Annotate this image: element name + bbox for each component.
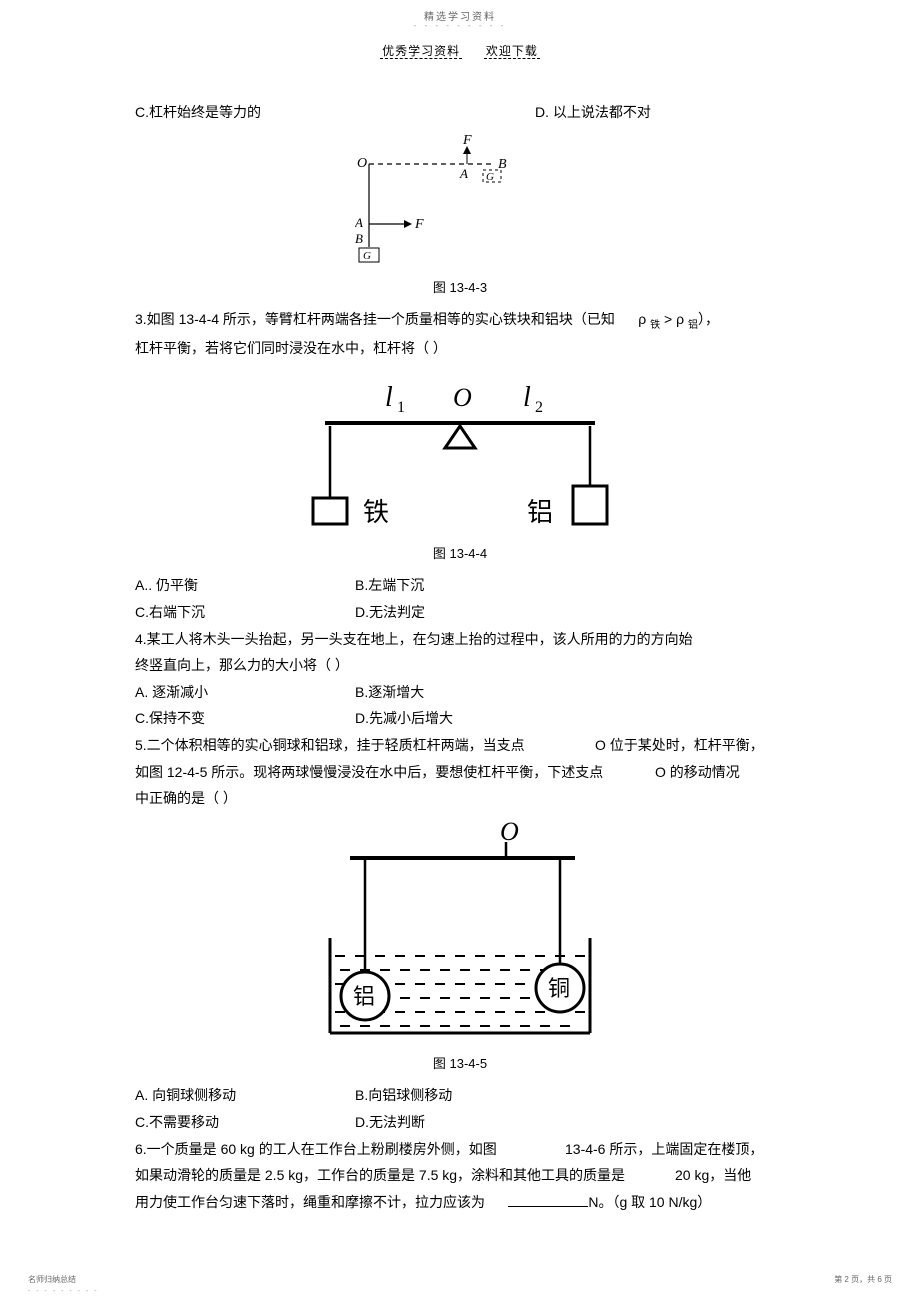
fig-13-4-4: l 1 O l 2 铁 铝 图 13-4-4 [135,368,785,567]
q4-option-d: D.先减小后增大 [355,705,575,732]
svg-text:铜: 铜 [548,976,570,1001]
q5-options-row1: A. 向铜球侧移动 B.向铝球侧移动 [135,1082,785,1109]
fig-13-4-4-caption: 图 13-4-4 [135,542,785,567]
q4-options-row1: A. 逐渐减小 B.逐渐增大 [135,679,785,706]
svg-text:铝: 铝 [353,984,375,1009]
svg-text:F: F [414,217,424,232]
fig-13-4-3-caption: 图 13-4-3 [135,276,785,301]
svg-text:B: B [498,157,507,172]
svg-text:铝: 铝 [527,497,553,527]
svg-text:G: G [363,250,371,262]
q4-option-b: B.逐渐增大 [355,679,575,706]
footer-dots: - - - - - - - - - [28,1288,99,1295]
q3-line2: 杠杆平衡，若将它们同时浸没在水中，杠杆将（ ） [135,335,785,362]
sub-header: 优秀学习资料 欢迎下载 [0,42,920,59]
q2-option-c: C.杠杆始终是等力的 [135,99,535,126]
q4-line1: 4.某工人将木头一头抬起，另一头支在地上，在匀速上抬的过程中，该人所用的力的方向… [135,626,785,653]
svg-text:F: F [462,133,472,148]
svg-text:O: O [357,156,367,171]
q6-line1: 6.一个质量是 60 kg 的工人在工作台上粉刷楼房外侧，如图 13-4-6 所… [135,1136,785,1163]
q3-options-row2: C.右端下沉 D.无法判定 [135,599,785,626]
q3-options-row1: A.. 仍平衡 B.左端下沉 [135,572,785,599]
svg-text:G: G [486,171,494,183]
svg-text:A: A [355,215,363,230]
q5-option-c: C.不需要移动 [135,1109,355,1136]
svg-text:A: A [459,166,468,181]
fig-13-4-3: F O A B G A F B G 图 13-4-3 [135,132,785,301]
q4-option-a: A. 逐渐减小 [135,679,355,706]
q5-options-row2: C.不需要移动 D.无法判断 [135,1109,785,1136]
svg-text:l: l [523,382,531,413]
q3-option-b: B.左端下沉 [355,572,575,599]
svg-text:2: 2 [535,399,543,416]
svg-text:铁: 铁 [363,497,389,527]
top-header-dots: - - - - - - - - - [0,21,920,30]
footer-left: 名师归纳总结 [28,1274,76,1285]
q6-line2: 如果动滑轮的质量是 2.5 kg，工作台的质量是 7.5 kg，涂料和其他工具的… [135,1162,785,1189]
q4-line2: 终竖直向上，那么力的大小将（ ） [135,652,785,679]
sub-header-2: 欢迎下载 [484,44,540,59]
q3-option-c: C.右端下沉 [135,599,355,626]
q2-options-row: C.杠杆始终是等力的 D. 以上说法都不对 [135,99,785,126]
svg-text:1: 1 [397,399,405,416]
sub-header-1: 优秀学习资料 [380,44,462,59]
q6-line3: 用力使工作台匀速下落时，绳重和摩擦不计，拉力应该为 N。（g 取 10 N/kg… [135,1189,785,1216]
q5-option-b: B.向铝球侧移动 [355,1082,575,1109]
q5-line3: 中正确的是（ ） [135,785,785,812]
top-header-label: 精选学习资料 [0,0,920,23]
q4-option-c: C.保持不变 [135,705,355,732]
q3-option-a: A.. 仍平衡 [135,572,355,599]
q3-option-d: D.无法判定 [355,599,575,626]
q3-line1: 3.如图 13-4-4 所示，等臂杠杆两端各挂一个质量相等的实心铁块和铝块（已知… [135,306,785,335]
q5-line1: 5.二个体积相等的实心铜球和铝球，挂于轻质杠杆两端，当支点 O 位于某处时，杠杆… [135,732,785,759]
svg-text:O: O [500,818,519,846]
svg-text:B: B [355,231,363,246]
q4-options-row2: C.保持不变 D.先减小后增大 [135,705,785,732]
footer-right: 第 2 页，共 6 页 [834,1274,892,1285]
fig-13-4-5: O 铝 铜 [135,818,785,1077]
fig-13-4-5-caption: 图 13-4-5 [135,1052,785,1077]
q5-option-a: A. 向铜球侧移动 [135,1082,355,1109]
q6-blank [508,1193,588,1207]
q5-line2: 如图 12-4-5 所示。现将两球慢慢浸没在水中后，要想使杠杆平衡，下述支点 O… [135,759,785,786]
svg-text:l: l [385,382,393,413]
q2-option-d: D. 以上说法都不对 [535,99,785,126]
svg-text:O: O [453,383,472,412]
q5-option-d: D.无法判断 [355,1109,575,1136]
